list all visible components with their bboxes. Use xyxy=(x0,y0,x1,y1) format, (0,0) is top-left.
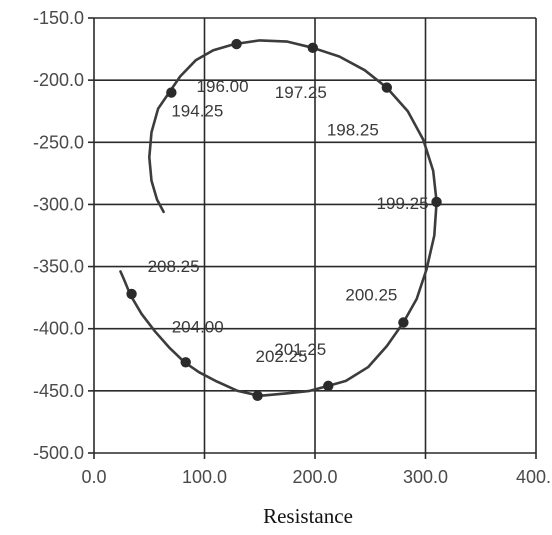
point-label: 194.25 xyxy=(171,102,223,121)
data-points xyxy=(126,38,442,402)
point-label: 208.25 xyxy=(148,257,200,276)
point-label: 196.00 xyxy=(197,77,249,96)
y-tick-label: -200.0 xyxy=(33,70,84,90)
point-label: 197.25 xyxy=(275,83,327,102)
data-point xyxy=(398,317,409,328)
y-tick-label: -450.0 xyxy=(33,381,84,401)
data-point xyxy=(231,38,242,50)
x-tick-label: 200.0 xyxy=(292,467,337,487)
x-tick-labels: 0.0 100.0 200.0 300.0 400. xyxy=(81,453,551,487)
data-point xyxy=(323,380,334,392)
x-tick-label: 300.0 xyxy=(403,467,448,487)
point-label: 200.25 xyxy=(345,286,397,305)
x-tick-label: 400. xyxy=(516,467,551,487)
point-label: 201.25 xyxy=(274,340,326,359)
y-tick-label: -350.0 xyxy=(33,257,84,277)
data-point xyxy=(381,82,393,93)
y-tick-labels: -150.0 -200.0 -250.0 -300.0 -350.0 -400.0 -450… xyxy=(33,8,94,463)
data-point xyxy=(431,196,442,208)
point-label: 204.00 xyxy=(172,317,224,336)
y-tick-label: -150.0 xyxy=(33,8,84,28)
data-point xyxy=(126,288,137,300)
y-tick-label: -300.0 xyxy=(33,194,84,214)
data-point xyxy=(307,42,318,54)
y-tick-label: -400.0 xyxy=(33,319,84,339)
data-point xyxy=(180,357,191,368)
y-tick-label: -250.0 xyxy=(33,132,84,152)
point-label: 198.25 xyxy=(327,121,379,140)
series-line xyxy=(119,39,438,398)
x-tick-label: 0.0 xyxy=(81,467,106,487)
point-label: 202.25 xyxy=(256,347,308,366)
x-tick-label: 100.0 xyxy=(182,467,227,487)
data-point xyxy=(252,390,263,402)
x-axis-label: Resistance xyxy=(263,504,353,528)
y-tick-label: -500.0 xyxy=(33,443,84,463)
data-point xyxy=(166,87,177,98)
point-label: 199.25 xyxy=(377,194,429,213)
